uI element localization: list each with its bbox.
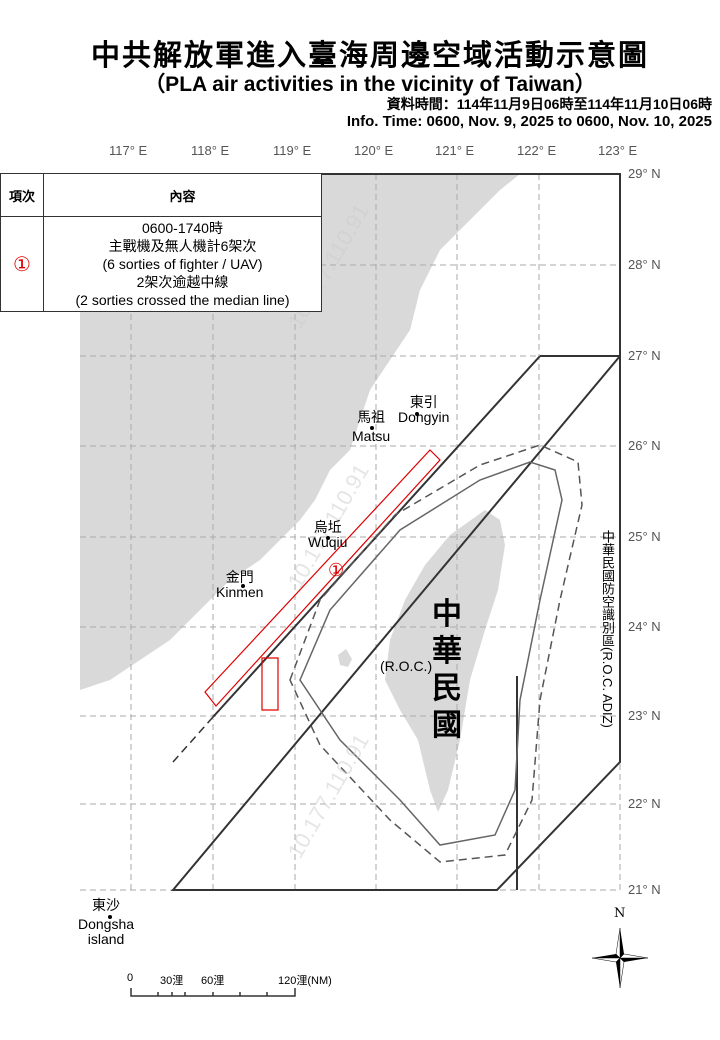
- latitude-label: 23° N: [628, 708, 661, 723]
- longitude-label: 122° E: [517, 143, 557, 158]
- median-crossing-en: (2 sorties crossed the median line): [75, 292, 290, 308]
- dongsha-dot: [108, 915, 112, 919]
- label-wuqiu: 烏坵 Wuqiu: [308, 519, 348, 550]
- latitude-label: 24° N: [628, 619, 661, 634]
- scale-bar: [130, 988, 296, 997]
- dongyin-dot: [415, 412, 419, 416]
- longitude-label: 119° E: [273, 143, 312, 158]
- label-matsu: 馬祖 Matsu: [352, 409, 391, 444]
- label-roc-zh: 中華民國: [432, 597, 462, 743]
- col-item-header: 項次: [0, 173, 44, 217]
- watermark: 10.177.110.91: [283, 730, 374, 863]
- col-content-header: 內容: [43, 173, 322, 217]
- latitude-label: 25° N: [628, 529, 661, 544]
- scale-label-60: 60浬: [201, 975, 225, 987]
- longitude-label: 123° E: [598, 143, 638, 158]
- latitude-label: 22° N: [628, 796, 661, 811]
- activity-summary-zh: 主戰機及無人機計6架次: [108, 238, 257, 254]
- longitude-label: 120° E: [354, 143, 394, 158]
- track-marker: ①: [0, 216, 44, 312]
- longitude-label: 117° E: [109, 143, 148, 158]
- scale-label-0: 0: [127, 972, 134, 984]
- latitude-label: 29° N: [628, 166, 661, 181]
- latitude-label: 27° N: [628, 348, 661, 363]
- map-subtitle: （PLA air activities in the vicinity of T…: [144, 73, 596, 96]
- penghu-islands: [338, 649, 352, 667]
- map-title: 中共解放軍進入臺海周邊空域活動示意圖: [90, 38, 649, 72]
- scale-label-120: 120浬(NM): [278, 975, 332, 987]
- activity-time: 0600-1740時: [142, 220, 223, 236]
- contiguous-zone-line: [299, 461, 563, 846]
- activity-summary-en: (6 sorties of fighter / UAV): [102, 256, 263, 272]
- table-row: ① 0600-1740時 主戰機及無人機計6架次 (6 sorties of f…: [0, 216, 322, 312]
- label-roc-en: (R.O.C.): [380, 658, 433, 674]
- median-line-dashed: [172, 716, 214, 763]
- latitude-label: 21° N: [628, 882, 661, 897]
- territorial-sea-line: [289, 444, 583, 863]
- latitude-label: 26° N: [628, 438, 661, 453]
- median-crossing-zh: 2架次逾越中線: [136, 274, 229, 290]
- flight-track-area-2: [261, 657, 279, 711]
- activity-table: 項次 內容 ① 0600-1740時 主戰機及無人機計6架次 (6 sorties…: [0, 173, 322, 312]
- label-adiz: 中華民國防空識別區(R.O.C. ADIZ): [600, 530, 615, 728]
- taiwan-island: [385, 510, 505, 812]
- matsu-dot: [370, 426, 374, 430]
- track-marker-map: ①: [328, 560, 345, 580]
- info-time-zh: 資料時間：114年11月9日06時至114年11月10日06時: [386, 96, 712, 112]
- kinmen-dot: [241, 584, 245, 588]
- compass-rose-icon: [591, 927, 649, 989]
- wuqiu-dot: [326, 536, 330, 540]
- label-dongyin: 東引 Dongyin: [398, 394, 450, 425]
- flight-track-area-1: [204, 449, 441, 707]
- latitude-label: 28° N: [628, 257, 661, 272]
- info-time-en: Info. Time: 0600, Nov. 9, 2025 to 0600, …: [346, 113, 712, 130]
- longitude-label: 118° E: [191, 143, 230, 158]
- label-kinmen: 金門 Kinmen: [216, 569, 264, 600]
- longitude-label: 121° E: [435, 143, 475, 158]
- compass-north-label: N: [614, 906, 626, 921]
- scale-label-30: 30浬: [160, 975, 184, 987]
- label-dongsha: 東沙 Dongsha island: [78, 897, 135, 947]
